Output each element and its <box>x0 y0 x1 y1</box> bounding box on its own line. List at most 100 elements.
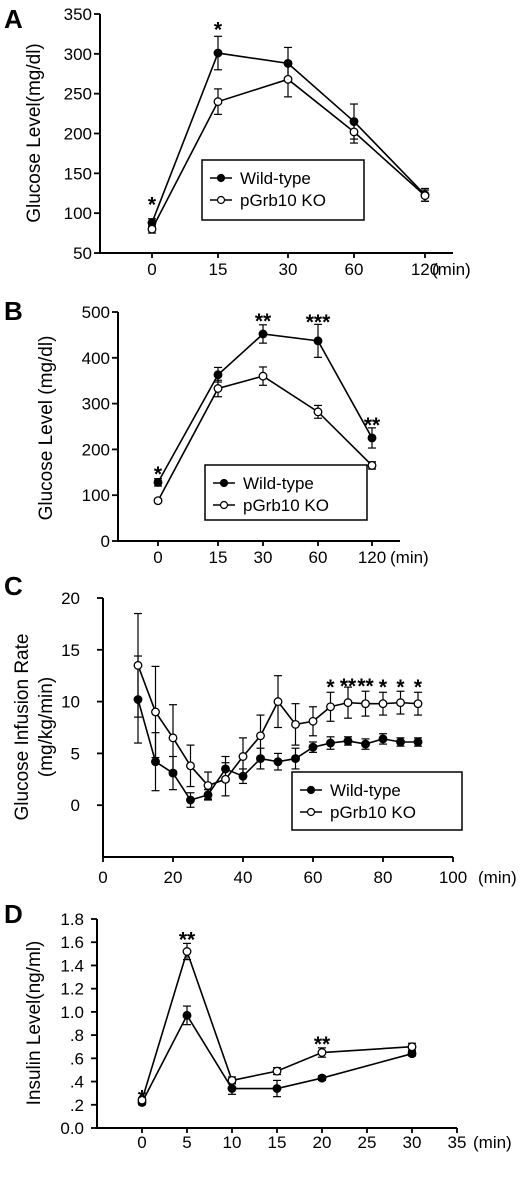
x-tick-label: 35 <box>448 1133 467 1152</box>
y-tick-label: .8 <box>70 1026 84 1045</box>
legend-marker-pgrb10-ko <box>216 195 226 205</box>
legend-marker-wild-type <box>306 785 316 795</box>
legend-box <box>291 771 463 831</box>
data-point-wild-type <box>273 757 283 767</box>
x-tick-label: 10 <box>223 1133 242 1152</box>
y-tick-label: 20 <box>61 589 80 608</box>
panel-letter: A <box>4 4 23 34</box>
data-point-pgrb10-ko <box>168 733 178 743</box>
x-tick-label: 5 <box>182 1133 191 1152</box>
data-point-pgrb10-ko <box>153 496 163 506</box>
data-point-wild-type <box>151 757 160 767</box>
data-point-wild-type <box>186 795 195 805</box>
legend-label: Wild-type <box>243 474 314 493</box>
data-point-pgrb10-ko <box>203 781 213 790</box>
data-point-pgrb10-ko <box>313 407 323 417</box>
data-point-pgrb10-ko <box>407 1042 417 1052</box>
series-line-wild-type <box>157 333 373 483</box>
data-point-pgrb10-ko <box>182 947 192 956</box>
data-point-pgrb10-ko <box>413 699 423 709</box>
x-tick-label: 25 <box>358 1133 377 1152</box>
significance-marker: ** <box>364 414 381 437</box>
y-tick-label: 150 <box>64 164 92 183</box>
panel-c: C 0 5 10 15 20 0 20 40 60 80 100 (min) Glucose Infusi… <box>4 571 517 887</box>
data-point-pgrb10-ko <box>308 716 318 726</box>
significance-marker: ** <box>179 929 196 952</box>
y-tick-label: 1.4 <box>60 956 84 975</box>
data-point-wild-type <box>213 48 223 58</box>
data-point-wild-type <box>308 742 318 752</box>
y-tick-label: 300 <box>82 395 110 414</box>
data-point-pgrb10-ko <box>283 74 293 84</box>
x-unit-label: (min) <box>390 548 429 567</box>
y-tick-label: 400 <box>82 349 110 368</box>
legend-label: Wild-type <box>240 169 311 188</box>
significance-marker: ** <box>340 675 357 698</box>
y-tick-label: 50 <box>73 244 92 263</box>
data-point-wild-type <box>227 1084 237 1093</box>
data-point-pgrb10-ko <box>343 698 353 708</box>
y-tick-label: 0.0 <box>60 1119 84 1138</box>
x-tick-label: 120 <box>411 260 439 279</box>
x-tick-label: 20 <box>313 1133 332 1152</box>
data-point-wild-type <box>258 329 268 339</box>
legend-marker-wild-type <box>216 173 226 183</box>
panel-letter: C <box>4 571 23 601</box>
y-tick-label: 250 <box>64 85 92 104</box>
data-point-wild-type <box>213 370 223 380</box>
data-point-wild-type <box>413 737 423 747</box>
x-tick-label: 30 <box>403 1133 422 1152</box>
legend-label: Wild-type <box>330 781 401 800</box>
significance-marker: * <box>148 194 157 217</box>
data-point-wild-type <box>326 738 335 748</box>
data-point-pgrb10-ko <box>317 1048 327 1057</box>
significance-marker: ** <box>314 1033 331 1056</box>
y-tick-label: .2 <box>70 1096 84 1115</box>
data-point-pgrb10-ko <box>396 698 405 708</box>
x-tick-label: 60 <box>304 868 323 887</box>
x-tick-label: 100 <box>439 868 467 887</box>
data-point-wild-type <box>153 477 163 487</box>
data-point-pgrb10-ko <box>221 774 230 784</box>
x-tick-label: 0 <box>147 260 156 279</box>
data-point-pgrb10-ko <box>420 191 430 201</box>
y-tick-label: 100 <box>64 204 92 223</box>
y-tick-label: 500 <box>82 303 110 322</box>
y-tick-label: 1.2 <box>60 980 84 999</box>
x-tick-label: 30 <box>279 260 298 279</box>
legend-marker-pgrb10-ko <box>306 807 316 817</box>
significance-marker: * <box>326 676 335 699</box>
significance-marker: * <box>138 1087 147 1110</box>
y-axis-label: Glucose Infusion Rate <box>12 634 33 821</box>
significance-marker: *** <box>306 311 331 334</box>
data-point-pgrb10-ko <box>349 127 359 137</box>
data-point-wild-type <box>272 1084 282 1093</box>
x-tick-label: 15 <box>268 1133 287 1152</box>
x-unit-label: (min) <box>432 260 471 279</box>
significance-marker: * <box>214 18 223 41</box>
data-point-pgrb10-ko <box>133 660 143 670</box>
data-point-wild-type <box>396 737 405 747</box>
data-point-pgrb10-ko <box>151 707 160 717</box>
data-point-wild-type <box>343 736 353 746</box>
data-point-pgrb10-ko <box>326 702 335 712</box>
x-tick-label: 120 <box>358 548 386 567</box>
series-line-pgrb10-ko <box>141 948 413 1101</box>
x-tick-label: 15 <box>209 260 228 279</box>
y-tick-label: 0 <box>101 532 110 551</box>
y-tick-label: .6 <box>70 1049 84 1068</box>
data-point-wild-type <box>182 1010 192 1020</box>
y-tick-label: 1.0 <box>60 1003 84 1022</box>
x-tick-label: 20 <box>164 868 183 887</box>
data-point-pgrb10-ko <box>361 699 370 709</box>
panel-letter: B <box>4 296 23 326</box>
x-tick-label: 40 <box>234 868 253 887</box>
x-tick-label: 60 <box>309 548 328 567</box>
panel-a: A 50 100 150 200 250 300 350 0 15 30 60 120(min) Gluc… <box>4 4 471 279</box>
x-tick-label: 0 <box>153 548 162 567</box>
legend-label: pGrb10 KO <box>243 496 329 515</box>
data-point-wild-type <box>291 754 300 764</box>
data-point-pgrb10-ko <box>186 761 195 771</box>
y-tick-label: 350 <box>64 5 92 24</box>
